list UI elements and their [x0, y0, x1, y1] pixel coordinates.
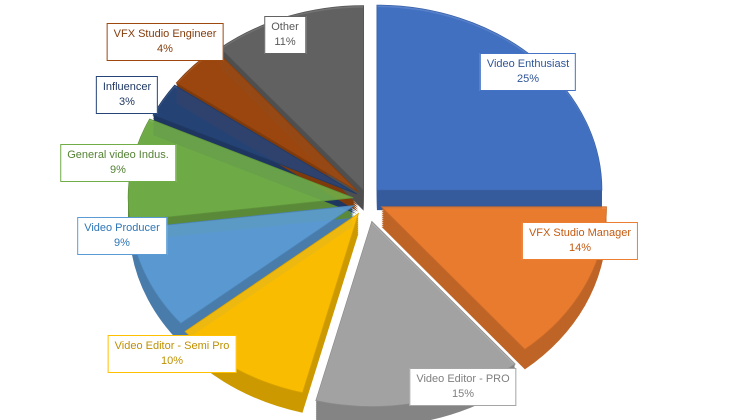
pie-slice-video-enthusiast[interactable] — [376, 4, 603, 191]
data-label: VFX Studio Engineer 4% — [106, 23, 224, 61]
data-label-value: 9% — [114, 237, 130, 249]
data-label-value: 14% — [568, 242, 592, 254]
data-label-value: 3% — [119, 96, 135, 108]
data-label-category: General video Indus. — [67, 149, 169, 161]
data-label: Influencer 3% — [95, 76, 159, 114]
data-label: General video Indus. 9% — [60, 144, 176, 182]
data-label-value: 9% — [110, 164, 126, 176]
data-label-value: 4% — [157, 43, 173, 55]
data-label-category: Video Enthusiast — [486, 58, 570, 70]
data-label-category: Video Editor - PRO — [416, 373, 510, 385]
data-label-value: 25% — [516, 73, 540, 85]
data-label-category: VFX Studio Engineer — [113, 28, 217, 40]
data-label: Video Enthusiast 25% — [479, 53, 577, 91]
data-label-category: Influencer — [102, 81, 152, 93]
data-label: Other 11% — [264, 16, 306, 54]
data-label-category: Other — [271, 21, 299, 33]
data-label: Video Editor - Semi Pro 10% — [107, 335, 237, 373]
data-label-category: VFX Studio Manager — [528, 227, 632, 239]
data-label-value: 11% — [274, 36, 296, 48]
data-label: Video Producer 9% — [77, 217, 167, 255]
data-label-category: Video Producer — [84, 222, 160, 234]
data-label-value: 10% — [160, 355, 184, 367]
data-label: VFX Studio Manager 14% — [521, 222, 639, 260]
data-label-value: 15% — [451, 388, 475, 400]
data-label-category: Video Editor - Semi Pro — [114, 340, 230, 352]
data-label: Video Editor - PRO 15% — [409, 368, 517, 406]
pie-slice-influencer[interactable] — [152, 84, 357, 195]
